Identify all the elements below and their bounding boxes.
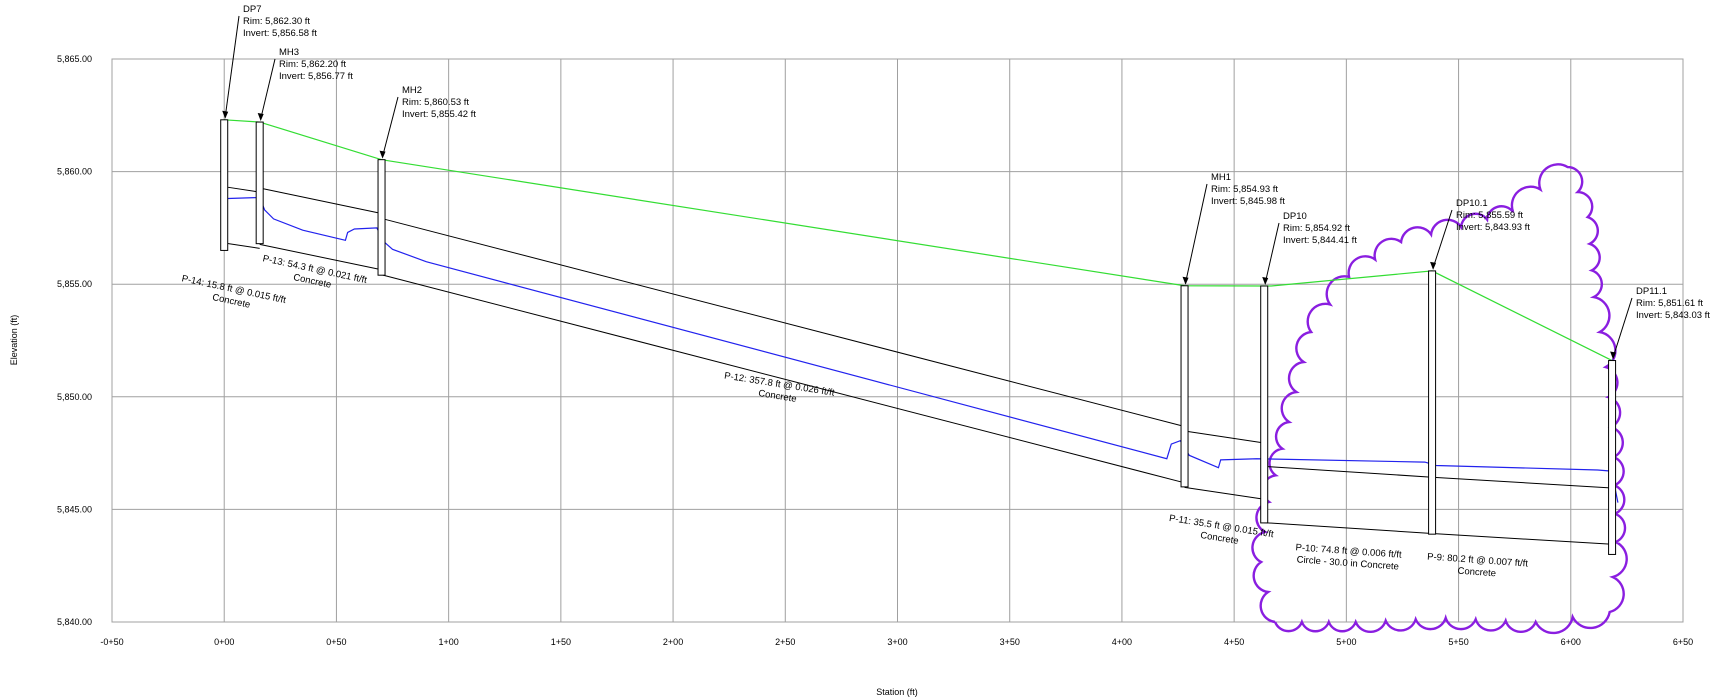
structure-dp10-1 <box>1428 270 1437 535</box>
structure-dp7 <box>220 119 229 251</box>
x-tick-label: 0+00 <box>214 637 234 647</box>
plot-frame <box>111 58 1684 623</box>
node-rim-dp7: Rim: 5,862.30 ft <box>243 16 310 27</box>
pipe-label-line2-p9: Concrete <box>1457 566 1496 580</box>
callout-arrow-dp10 <box>1262 277 1269 286</box>
x-tick-label: 5+50 <box>1448 637 1468 647</box>
pipe-invert-p13 <box>259 243 382 271</box>
structures <box>220 119 1617 555</box>
callout-arrow-dp7 <box>222 110 229 119</box>
node-invert-mh1: Invert: 5,845.98 ft <box>1211 196 1285 207</box>
callout-arrow-mh3 <box>257 113 264 122</box>
node-invert-mh2: Invert: 5,855.42 ft <box>402 109 476 120</box>
grid-lines <box>111 58 1684 623</box>
node-rim-dp10-1: Rim: 5,855.59 ft <box>1456 210 1523 221</box>
node-rim-mh1: Rim: 5,854.93 ft <box>1211 184 1278 195</box>
y-tick-label: 5,855.00 <box>57 279 92 289</box>
x-tick-label: 3+50 <box>1000 637 1020 647</box>
structure-mh2 <box>377 159 386 276</box>
revision-cloud-outline <box>1251 163 1628 635</box>
x-tick-label: 2+50 <box>775 637 795 647</box>
y-tick-labels: 5,865.00 5,860.00 5,855.00 5,850.00 5,845.00… <box>57 54 92 627</box>
pipe-invert-p11 <box>1184 486 1265 500</box>
x-tick-label: 2+00 <box>663 637 683 647</box>
pipe-invert-p10 <box>1264 522 1433 534</box>
ground-line <box>224 119 1613 362</box>
structure-mh1 <box>1180 285 1189 488</box>
callout-leader-dp10 <box>1264 222 1280 284</box>
callout-leader-mh3 <box>260 58 276 120</box>
pipe-crown-p12 <box>381 217 1185 428</box>
y-tick-label: 5,860.00 <box>57 167 92 177</box>
node-invert-dp7: Invert: 5,856.58 ft <box>243 28 317 39</box>
callout-leader-mh2 <box>382 96 399 157</box>
x-tick-label: 4+50 <box>1224 637 1244 647</box>
node-rim-dp10: Rim: 5,854.92 ft <box>1283 223 1350 234</box>
callout-leader-dp11-1 <box>1612 297 1633 358</box>
node-name-dp11-1: DP11.1 <box>1636 286 1667 297</box>
x-tick-label: 1+00 <box>439 637 459 647</box>
node-name-mh1: MH1 <box>1211 172 1231 183</box>
node-name-dp10-1: DP10.1 <box>1456 198 1488 209</box>
callout-leader-dp10-1 <box>1432 209 1453 269</box>
y-tick-label: 5,845.00 <box>57 504 92 514</box>
hgl-line <box>224 196 1619 503</box>
node-invert-dp10: Invert: 5,844.41 ft <box>1283 235 1357 246</box>
callout-arrow-mh2 <box>379 150 386 159</box>
x-tick-label: 5+00 <box>1336 637 1356 647</box>
node-invert-mh3: Invert: 5,856.77 ft <box>279 71 353 82</box>
y-tick-label: 5,850.00 <box>57 392 92 402</box>
callout-leader-dp7 <box>224 15 240 117</box>
pipe-crown-p9 <box>1432 476 1613 489</box>
structure-dp11-1 <box>1608 360 1617 555</box>
y-tick-label: 5,840.00 <box>57 617 92 627</box>
x-tick-label: 3+00 <box>887 637 907 647</box>
node-name-mh2: MH2 <box>402 85 422 96</box>
structure-dp10 <box>1260 285 1269 524</box>
node-invert-dp11-1: Invert: 5,843.03 ft <box>1636 310 1710 321</box>
x-axis-title: Station (ft) <box>876 687 918 697</box>
pipe-crown-p10 <box>1264 465 1433 478</box>
x-tick-label: 6+00 <box>1561 637 1581 647</box>
node-name-dp7: DP7 <box>243 4 261 15</box>
node-rim-dp11-1: Rim: 5,851.61 ft <box>1636 298 1703 309</box>
structure-mh3 <box>255 121 264 245</box>
x-tick-labels: -0+50 0+00 0+50 1+00 1+50 2+00 2+50 3+00 3+50 4+0… <box>100 637 1693 647</box>
pipe-crown-p13 <box>259 187 382 214</box>
callout-leader-mh1 <box>1185 183 1208 283</box>
pipe-labels: P-14: 15.8 ft @ 0.015 ft/ftConcreteP-13:… <box>181 253 1529 580</box>
x-tick-label: -0+50 <box>100 637 123 647</box>
node-invert-dp10-1: Invert: 5,843.93 ft <box>1456 222 1530 233</box>
node-rim-mh3: Rim: 5,862.20 ft <box>279 59 346 70</box>
y-axis-title: Elevation (ft) <box>9 315 19 366</box>
revision-cloud <box>1251 163 1628 635</box>
callout-arrow-dp10-1 <box>1430 261 1437 270</box>
pipe-crown-p11 <box>1184 430 1265 444</box>
x-tick-label: 6+50 <box>1673 637 1693 647</box>
x-tick-label: 4+00 <box>1112 637 1132 647</box>
pipe-invert-p9 <box>1432 532 1613 545</box>
callout-arrow-mh1 <box>1182 276 1189 285</box>
x-tick-label: 1+50 <box>551 637 571 647</box>
node-rim-mh2: Rim: 5,860.53 ft <box>402 97 469 108</box>
node-name-mh3: MH3 <box>279 47 299 58</box>
x-tick-label: 0+50 <box>326 637 346 647</box>
node-name-dp10: DP10 <box>1283 211 1307 222</box>
pipe-crown-p14 <box>224 186 260 193</box>
pipe-lines <box>224 186 1613 545</box>
y-tick-label: 5,865.00 <box>57 54 92 64</box>
pipe-invert-p12 <box>381 274 1185 484</box>
callout-arrow-dp11-1 <box>1610 351 1617 360</box>
pipe-invert-p14 <box>224 242 260 249</box>
